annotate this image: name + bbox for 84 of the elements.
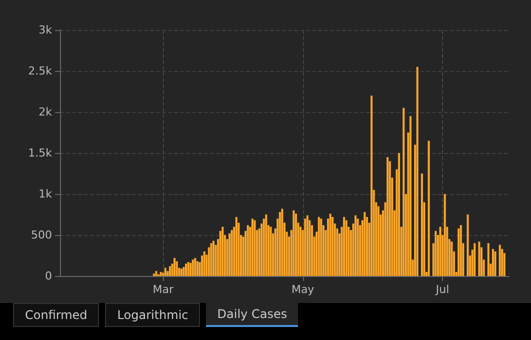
bar	[262, 218, 265, 276]
bar	[219, 230, 222, 276]
bar	[478, 242, 480, 276]
bar	[164, 268, 166, 276]
bar	[292, 210, 295, 276]
bar	[329, 214, 332, 276]
bar	[332, 216, 334, 276]
bar	[212, 240, 214, 276]
bar	[498, 244, 501, 276]
y-tick-label: 3k	[38, 24, 53, 36]
bar	[364, 212, 366, 276]
bar	[228, 233, 231, 276]
bar	[208, 247, 210, 276]
bar	[377, 206, 380, 276]
bar	[222, 226, 224, 276]
x-tick-label: May	[291, 283, 315, 296]
bar	[444, 194, 446, 276]
bar	[246, 225, 249, 276]
bar	[182, 266, 185, 276]
bar	[494, 251, 496, 276]
bar	[388, 161, 391, 276]
bar	[300, 226, 302, 276]
tab-button: Confirmed	[13, 303, 100, 327]
bar	[439, 226, 442, 276]
bar	[416, 66, 418, 276]
bar	[278, 212, 281, 276]
bar	[174, 258, 176, 276]
bar	[458, 228, 460, 276]
bar	[192, 260, 194, 276]
bar	[354, 215, 357, 276]
bar	[428, 140, 430, 276]
bar	[343, 216, 346, 276]
bar	[281, 208, 284, 276]
bar	[402, 108, 405, 276]
x-tick-label: Mar	[152, 283, 174, 296]
bar	[235, 216, 238, 276]
bar	[386, 157, 389, 276]
bar	[450, 242, 453, 276]
bar	[176, 261, 178, 276]
y-tick-label: 0	[45, 270, 52, 282]
bar	[251, 218, 254, 276]
bar	[196, 261, 198, 276]
bar	[160, 272, 162, 276]
bar	[265, 214, 268, 276]
bar	[398, 153, 400, 276]
bar	[201, 256, 204, 276]
bar	[194, 258, 196, 276]
bar	[420, 174, 423, 276]
bar	[466, 214, 469, 276]
tab-button: Logarithmic	[105, 303, 200, 327]
bar	[190, 262, 192, 276]
bar	[180, 268, 182, 276]
bar	[203, 251, 206, 276]
bar	[460, 225, 462, 276]
bar	[210, 243, 212, 276]
bar	[487, 243, 490, 276]
bar	[501, 248, 504, 276]
y-tick-label: 500	[31, 228, 52, 242]
bar	[168, 266, 171, 276]
bar	[304, 218, 306, 276]
bar	[294, 214, 297, 276]
bar	[434, 230, 437, 276]
bar	[230, 230, 233, 276]
bar	[270, 226, 272, 276]
bar	[318, 216, 320, 276]
bar	[155, 271, 158, 276]
y-tick-label: 1k	[38, 188, 53, 200]
bar	[370, 96, 373, 276]
bar	[356, 218, 359, 276]
bar	[187, 262, 190, 276]
bar	[474, 243, 476, 276]
bar	[184, 264, 187, 276]
y-tick-label: 1.5k	[28, 146, 53, 160]
x-tick-label: Jul	[434, 283, 450, 296]
y-tick-label: 2k	[38, 106, 53, 118]
bar	[503, 253, 506, 276]
y-tick-label: 2.5k	[28, 64, 53, 78]
bar	[345, 220, 348, 276]
bar	[306, 215, 308, 276]
bar	[492, 248, 494, 276]
tab-button: Daily Cases	[206, 303, 298, 327]
bar	[254, 220, 256, 276]
bar	[320, 218, 322, 276]
bar	[409, 116, 412, 276]
